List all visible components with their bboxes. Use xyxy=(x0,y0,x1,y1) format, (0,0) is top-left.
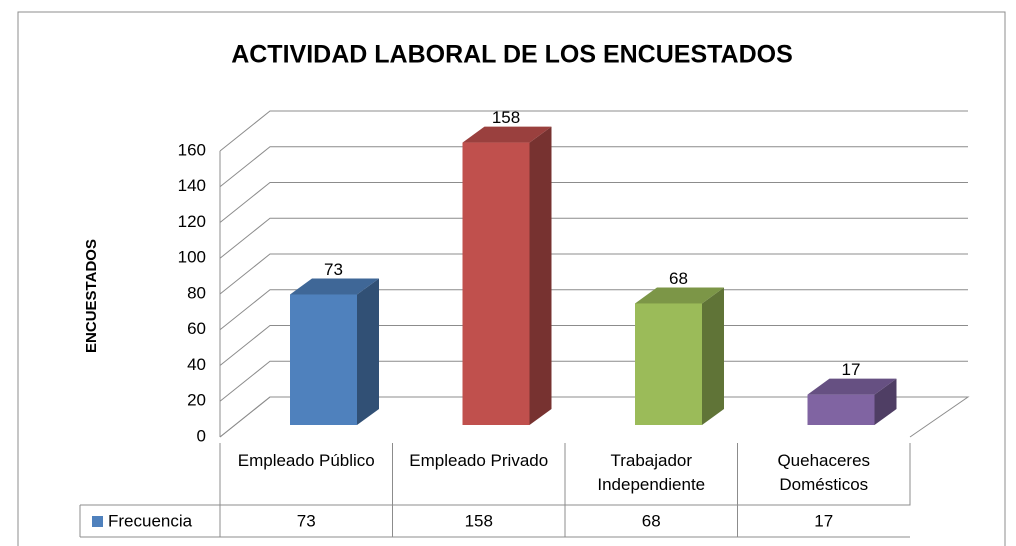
table-value: 73 xyxy=(297,511,316,530)
grid-line xyxy=(219,217,968,259)
value-label: 17 xyxy=(842,360,861,379)
category-cell: Empleado Público xyxy=(237,451,375,470)
bar xyxy=(635,287,724,425)
chart-frame xyxy=(17,11,1006,546)
legend-swatch xyxy=(92,516,103,527)
table-value: 17 xyxy=(814,511,833,530)
bar-front xyxy=(807,394,875,425)
bar-side xyxy=(874,378,897,425)
y-tick-label: 80 xyxy=(187,283,206,302)
category-cell: Empleado Privado xyxy=(409,451,549,470)
x-tick-label: Empleado Privado xyxy=(409,451,549,470)
value-label: 68 xyxy=(669,269,688,288)
category-cell: Quehaceres Domésticos xyxy=(777,451,871,494)
grid-line xyxy=(219,325,968,366)
grid-line xyxy=(219,289,968,331)
bar-top xyxy=(807,378,897,395)
grid-line xyxy=(219,110,968,152)
category-cell: Trabajador Independiente xyxy=(597,451,706,494)
table-lines xyxy=(79,443,911,538)
grid-line xyxy=(219,253,968,295)
bar-side xyxy=(702,287,724,425)
grid-line xyxy=(219,146,968,188)
bar-top xyxy=(635,287,724,304)
x-tick-label: Empleado Público xyxy=(237,451,375,470)
grid-line xyxy=(219,182,968,223)
bar xyxy=(290,278,379,425)
bar-top xyxy=(290,278,379,295)
y-tick-label: 20 xyxy=(187,391,206,410)
bar-top xyxy=(462,126,552,143)
bar xyxy=(462,126,552,425)
y-tick-label: 120 xyxy=(178,212,206,231)
legend-label: Frecuencia xyxy=(108,511,193,530)
bar-front xyxy=(635,303,702,425)
y-tick-label: 100 xyxy=(178,248,206,267)
bar-front xyxy=(462,142,530,425)
table-value: 68 xyxy=(642,511,661,530)
y-tick-label: 160 xyxy=(178,140,206,159)
bar-side xyxy=(357,278,379,425)
y-tick-label: 140 xyxy=(178,176,206,195)
value-label: 73 xyxy=(324,260,343,279)
bar-front xyxy=(290,294,357,425)
table-value: 158 xyxy=(465,511,493,530)
y-axis-label: ENCUESTADOS xyxy=(83,239,100,353)
grid-line xyxy=(219,360,968,402)
grid-line xyxy=(219,396,968,438)
y-tick-label: 60 xyxy=(187,319,206,338)
x-tick-label: Trabajador Independiente xyxy=(597,451,706,494)
bar-side xyxy=(529,126,552,425)
y-tick-label: 0 xyxy=(197,426,206,445)
chart-title: ACTIVIDAD LABORAL DE LOS ENCUESTADOS xyxy=(231,41,793,69)
x-tick-label: Quehaceres Domésticos xyxy=(777,451,871,494)
bar xyxy=(807,378,897,425)
y-tick-label: 40 xyxy=(187,355,206,374)
value-label: 158 xyxy=(492,108,520,127)
